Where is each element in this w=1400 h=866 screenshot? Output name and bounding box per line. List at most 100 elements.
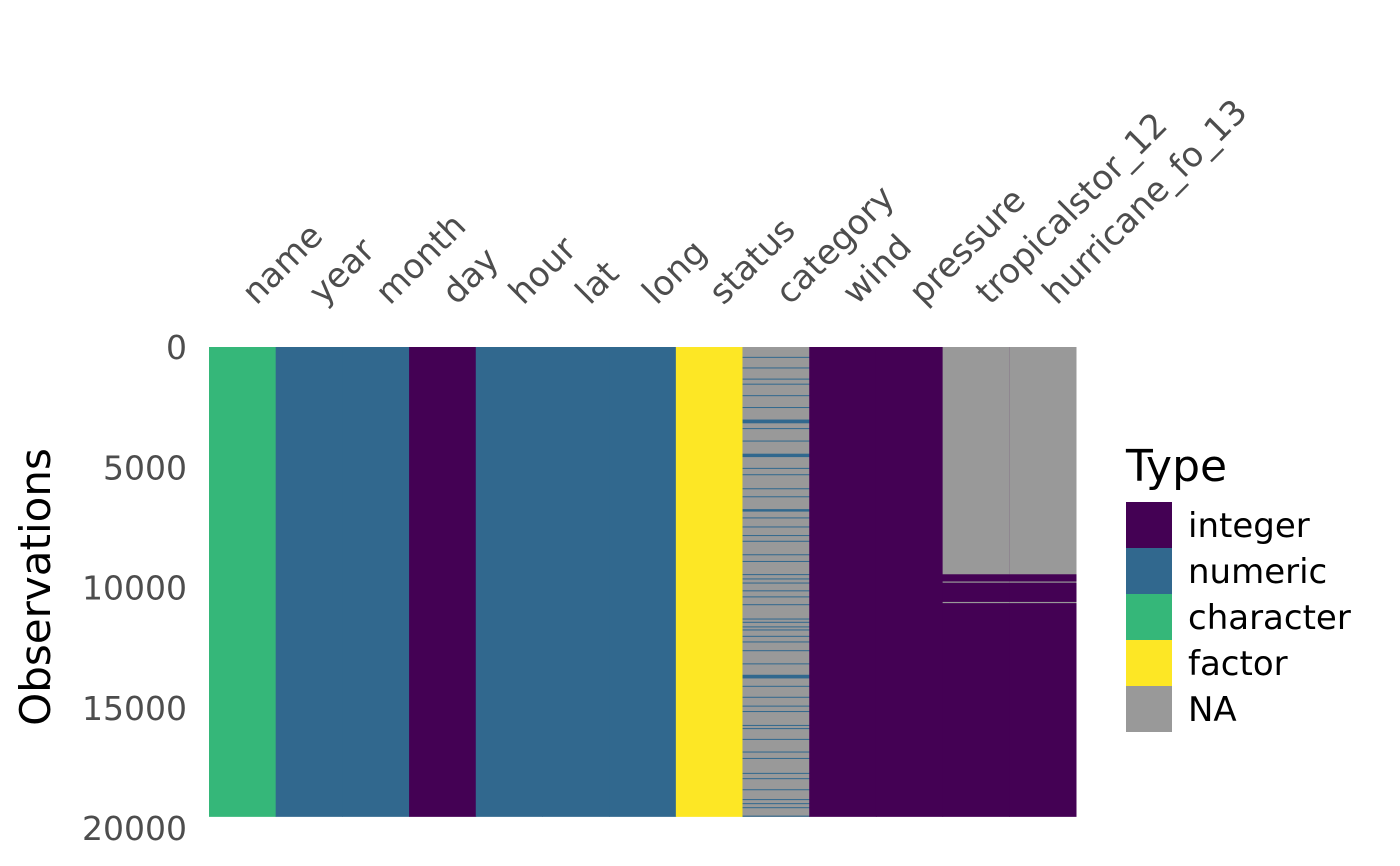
column-hurricane_fo_13	[1009, 347, 1077, 817]
na-block-tropicalstor_12	[942, 581, 1010, 583]
value-streak-category	[742, 467, 810, 469]
value-streak-category	[742, 526, 810, 528]
value-streak-category	[742, 778, 810, 780]
cell-pressure	[875, 347, 944, 817]
value-streak-category	[742, 696, 810, 698]
value-streak-category	[742, 383, 810, 385]
cell-month	[342, 347, 410, 817]
value-streak-category	[742, 517, 810, 519]
y-tick-label: 20000	[82, 809, 187, 848]
value-streak-category	[742, 474, 810, 476]
column-hour	[475, 347, 543, 817]
cell-day	[409, 347, 477, 817]
cell-year	[275, 347, 343, 817]
cell-name	[209, 347, 277, 817]
cell-hour	[475, 347, 543, 817]
y-tick-label: 5000	[103, 448, 187, 487]
value-streak-category	[742, 728, 810, 730]
legend-swatch	[1126, 502, 1172, 548]
cell-status	[675, 347, 744, 817]
legend-label: NA	[1188, 690, 1237, 730]
value-streak-category	[742, 663, 810, 665]
na-block-hurricane_fo_13	[1009, 601, 1077, 604]
column-pressure	[875, 347, 944, 817]
value-streak-category	[742, 629, 810, 631]
value-streak-category	[742, 674, 810, 679]
column-label-hour: hour	[501, 229, 584, 312]
legend-item-numeric: numeric	[1126, 548, 1327, 594]
value-streak-category	[742, 738, 810, 740]
legend-swatch	[1126, 594, 1172, 640]
legend-label: factor	[1188, 644, 1288, 684]
value-streak-category	[742, 590, 810, 592]
value-streak-category	[742, 635, 810, 637]
value-streak-category	[742, 488, 810, 490]
value-streak-category	[742, 772, 810, 774]
value-streak-category	[742, 711, 810, 713]
value-streak-category	[742, 453, 810, 458]
column-day	[409, 347, 477, 817]
value-streak-category	[742, 578, 810, 580]
value-streak-category	[742, 604, 810, 606]
legend-label: character	[1188, 598, 1351, 638]
y-axis-ticks: 0 5000 10000 15000 20000	[82, 328, 187, 848]
value-streak-category	[742, 540, 810, 542]
value-streak-category	[742, 582, 810, 584]
value-streak-category	[742, 757, 810, 759]
value-streak-category	[742, 378, 810, 380]
value-streak-category	[742, 407, 810, 409]
legend-label: numeric	[1188, 552, 1327, 592]
value-streak-category	[742, 807, 810, 809]
cell-long	[609, 347, 677, 817]
value-streak-category	[742, 815, 810, 817]
na-block-tropicalstor_12	[942, 347, 1010, 575]
legend-label: integer	[1188, 506, 1310, 546]
value-streak-category	[742, 509, 810, 512]
column-month	[342, 347, 410, 817]
y-axis-title: Observations	[11, 448, 60, 726]
y-tick-label: 10000	[82, 569, 187, 608]
legend: Type integer numeric character factor NA	[1125, 441, 1351, 732]
cell-lat	[542, 347, 610, 817]
legend-item-na: NA	[1126, 686, 1237, 732]
column-label-long: long	[635, 232, 715, 312]
value-streak-category	[742, 618, 810, 620]
value-streak-category	[742, 803, 810, 805]
legend-swatch	[1126, 640, 1172, 686]
legend-swatch	[1126, 686, 1172, 732]
value-streak-category	[742, 356, 810, 358]
value-streak-category	[742, 554, 810, 556]
column-lat	[542, 347, 610, 817]
value-streak-category	[742, 650, 810, 652]
value-streak-category	[742, 621, 810, 623]
column-tropicalstor_12	[942, 347, 1010, 817]
value-streak-category	[742, 367, 810, 369]
legend-item-character: character	[1126, 594, 1351, 640]
value-streak-category	[742, 596, 810, 598]
value-streak-category	[742, 685, 810, 687]
value-streak-category	[742, 789, 810, 791]
na-block-tropicalstor_12	[942, 601, 1010, 604]
value-streak-category	[742, 626, 810, 628]
column-category	[742, 347, 810, 817]
legend-item-factor: factor	[1126, 640, 1288, 686]
y-tick-label: 15000	[82, 689, 187, 728]
value-streak-category	[742, 724, 810, 726]
legend-title: Type	[1125, 441, 1227, 492]
column-status	[675, 347, 744, 817]
na-block-hurricane_fo_13	[1009, 347, 1077, 575]
na-background-category	[742, 347, 810, 817]
column-year	[275, 347, 343, 817]
plot-panel	[209, 347, 1077, 817]
value-streak-category	[742, 641, 810, 643]
value-streak-category	[742, 428, 810, 430]
legend-swatch	[1126, 548, 1172, 594]
value-streak-category	[742, 705, 810, 707]
value-streak-category	[742, 560, 810, 562]
y-tick-label: 0	[166, 328, 187, 367]
column-wind	[809, 347, 877, 817]
column-name	[209, 347, 277, 817]
value-streak-category	[742, 440, 810, 442]
